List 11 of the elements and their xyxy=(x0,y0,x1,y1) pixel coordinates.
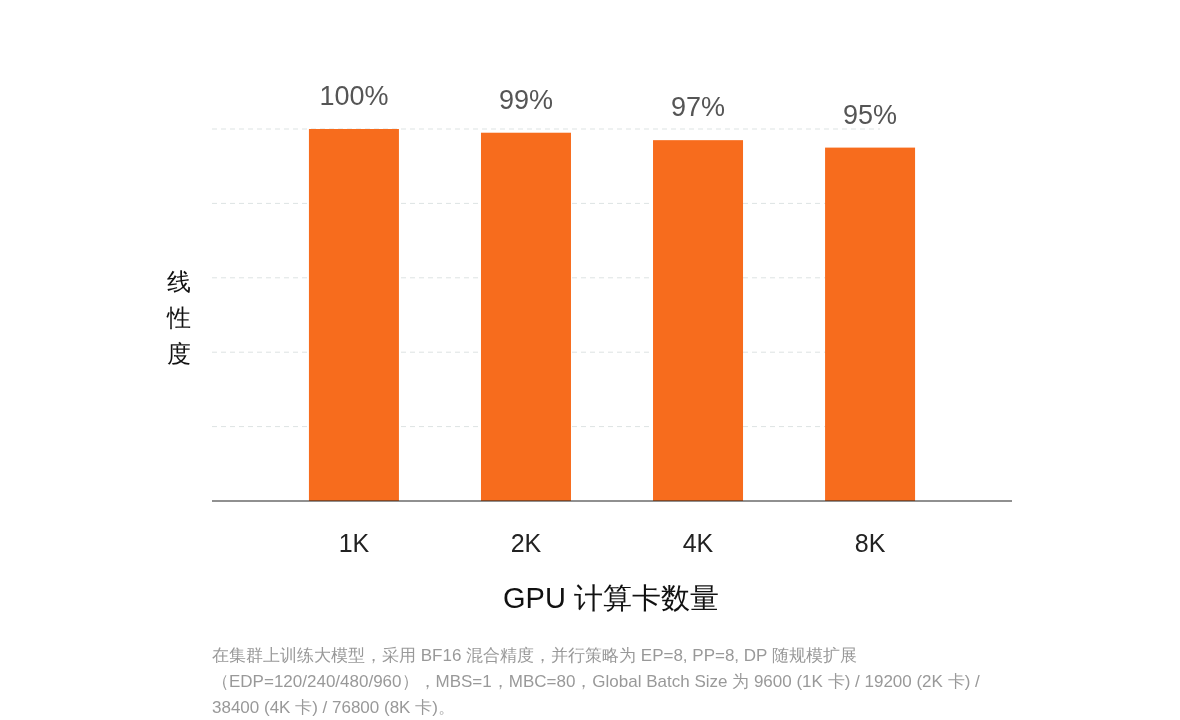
x-tick-label: 1K xyxy=(338,529,370,557)
y-axis-title: 线性度 xyxy=(166,268,191,367)
text: 在集群上训练大模型，采用 BF16 混合精度，并行策略为 EP=8, PP=8, DP 随规模扩展（EDP=120/240/480/960），MBS=1，MBC=80，Global Batch Size 为 9600 (1K 卡) / 19200 (2K 卡) / 38400 (4K 卡) / 76800 (8K 卡)。 xyxy=(212,645,981,719)
data-label: 99% xyxy=(498,84,553,115)
x-tick-label: 8K xyxy=(854,529,886,557)
data-label: 95% xyxy=(843,99,898,130)
x-tick-label: 2K xyxy=(510,529,542,557)
data-label: 97% xyxy=(671,92,726,123)
x-tick-label: 4K xyxy=(682,529,714,557)
x-axis-title: GPU 计算卡数量 xyxy=(503,582,719,614)
data-label: 100% xyxy=(319,81,389,111)
